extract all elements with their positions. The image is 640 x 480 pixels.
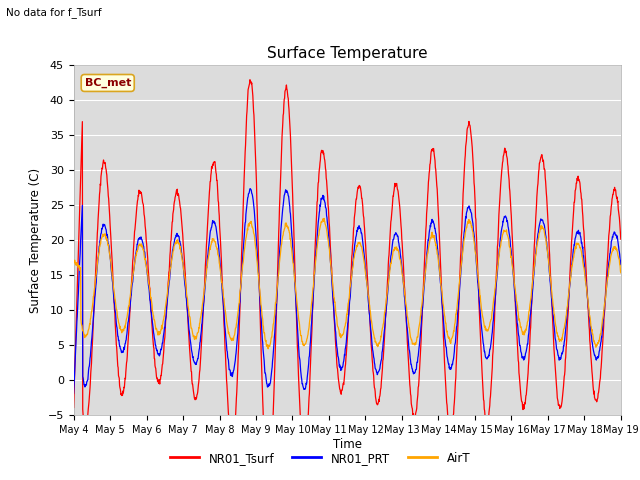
NR01_Tsurf	[324, 194, 332, 200]
Title: Surface Temperature: Surface Temperature	[267, 46, 428, 61]
NR01_Tsurf	[303, 438, 310, 444]
AirT	[264, 346, 272, 352]
AirT	[617, 270, 625, 276]
Line: AirT: AirT	[74, 218, 621, 349]
NR01_Tsurf	[70, 405, 77, 410]
Text: No data for f_Tsurf: No data for f_Tsurf	[6, 7, 102, 18]
AirT	[320, 216, 328, 221]
NR01_PRT	[617, 262, 625, 267]
NR01_PRT	[112, 316, 120, 322]
NR01_PRT	[381, 315, 389, 321]
NR01_PRT	[134, 237, 142, 242]
Line: NR01_PRT: NR01_PRT	[74, 189, 621, 393]
NR01_Tsurf	[246, 77, 253, 83]
NR01_PRT	[314, 230, 321, 236]
Y-axis label: Surface Temperature (C): Surface Temperature (C)	[29, 168, 42, 312]
X-axis label: Time: Time	[333, 438, 362, 451]
NR01_PRT	[70, 390, 77, 396]
AirT	[112, 303, 120, 309]
NR01_Tsurf	[314, 186, 322, 192]
AirT	[314, 242, 321, 248]
AirT	[324, 235, 332, 241]
Legend: NR01_Tsurf, NR01_PRT, AirT: NR01_Tsurf, NR01_PRT, AirT	[165, 447, 475, 469]
AirT	[302, 339, 310, 345]
NR01_Tsurf	[382, 313, 390, 319]
AirT	[382, 302, 390, 308]
AirT	[134, 245, 142, 251]
Text: BC_met: BC_met	[84, 78, 131, 88]
AirT	[70, 260, 77, 266]
NR01_PRT	[246, 186, 254, 192]
NR01_PRT	[323, 219, 331, 225]
Line: NR01_Tsurf: NR01_Tsurf	[74, 80, 621, 480]
NR01_Tsurf	[617, 236, 625, 242]
NR01_Tsurf	[112, 334, 120, 340]
NR01_Tsurf	[134, 192, 142, 198]
NR01_PRT	[302, 380, 310, 386]
